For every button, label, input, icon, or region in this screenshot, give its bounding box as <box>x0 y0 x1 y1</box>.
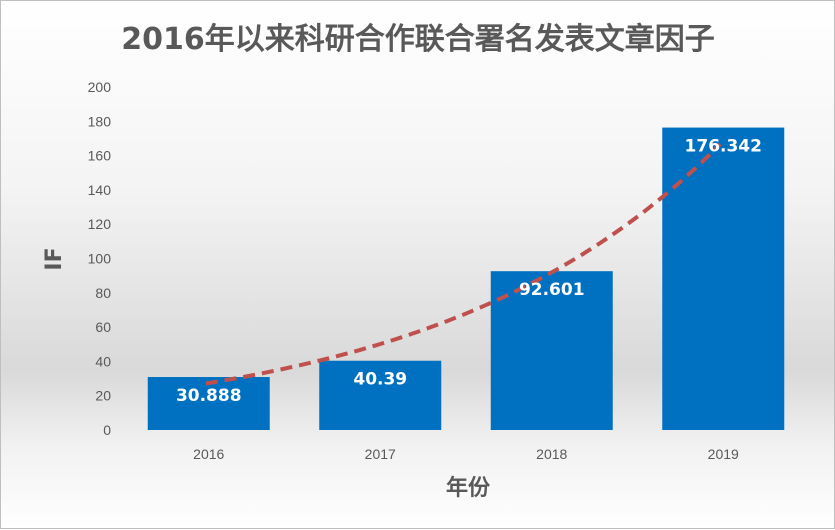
data-label: 40.39 <box>353 370 407 390</box>
y-tick-label: 200 <box>88 79 112 95</box>
bar-2019 <box>662 127 785 430</box>
y-tick-label: 60 <box>95 319 111 335</box>
chart-title: 2016年以来科研合作联合署名发表文章因子 <box>121 22 715 57</box>
x-axis-label: 年份 <box>446 475 491 501</box>
y-tick-label: 100 <box>88 251 112 267</box>
x-tick-label: 2016 <box>193 446 224 462</box>
bar-2016 <box>147 377 270 430</box>
y-axis-label: IF <box>42 247 67 270</box>
y-tick-label: 80 <box>95 285 111 301</box>
data-label: 92.601 <box>519 280 585 300</box>
data-label: 176.342 <box>685 137 762 157</box>
y-tick-label: 20 <box>95 388 111 404</box>
trendline <box>205 142 722 386</box>
bar-2017 <box>319 360 442 430</box>
x-tick-label: 2017 <box>365 446 396 462</box>
x-tick-label: 2018 <box>536 446 567 462</box>
data-label: 30.888 <box>176 386 242 406</box>
bar-2018 <box>490 271 613 430</box>
y-tick-label: 120 <box>88 216 112 232</box>
y-tick-label: 140 <box>88 182 112 198</box>
x-tick-label: 2019 <box>708 446 739 462</box>
y-tick-label: 180 <box>88 113 112 129</box>
y-tick-label: 0 <box>103 422 111 438</box>
y-tick-label: 40 <box>95 353 111 369</box>
y-tick-label: 160 <box>88 148 112 164</box>
